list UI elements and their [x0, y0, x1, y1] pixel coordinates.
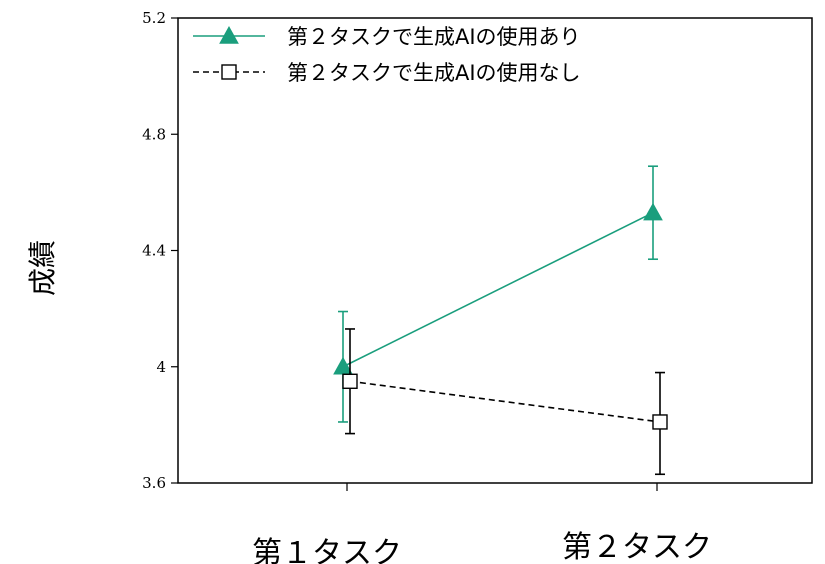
legend-marker [221, 64, 237, 80]
plot-frame [177, 17, 813, 484]
y-tick-label: 4.4 [142, 242, 166, 260]
y-tick-label: 5.2 [142, 9, 166, 27]
y-tick-label: 4.8 [142, 125, 166, 143]
legend-entry-2: 第２タスクで生成AIの使用なし [193, 61, 581, 85]
x-category-label: 第２タスク [562, 530, 712, 564]
legend-label: 第２タスクで生成AIの使用あり [287, 25, 581, 49]
data-point [342, 373, 358, 389]
series-line [342, 212, 654, 368]
legend-entry-1: 第２タスクで生成AIの使用あり [193, 25, 581, 49]
series-1 [333, 165, 663, 423]
legend-marker [219, 25, 239, 44]
x-category-label: 第１タスク [252, 536, 402, 564]
series-2 [342, 328, 668, 476]
y-tick-label: 4 [156, 358, 166, 376]
series-layer [333, 165, 668, 476]
data-point [643, 202, 663, 221]
axes: 3.6 4 4.4 4.8 5.2 第１タスク 第２タスク [142, 9, 813, 564]
series-line [349, 380, 661, 423]
y-tick-label: 3.6 [142, 474, 166, 492]
data-point [652, 414, 668, 430]
legend-label: 第２タスクで生成AIの使用なし [287, 61, 581, 85]
y-axis-label: 成績 [26, 240, 59, 296]
